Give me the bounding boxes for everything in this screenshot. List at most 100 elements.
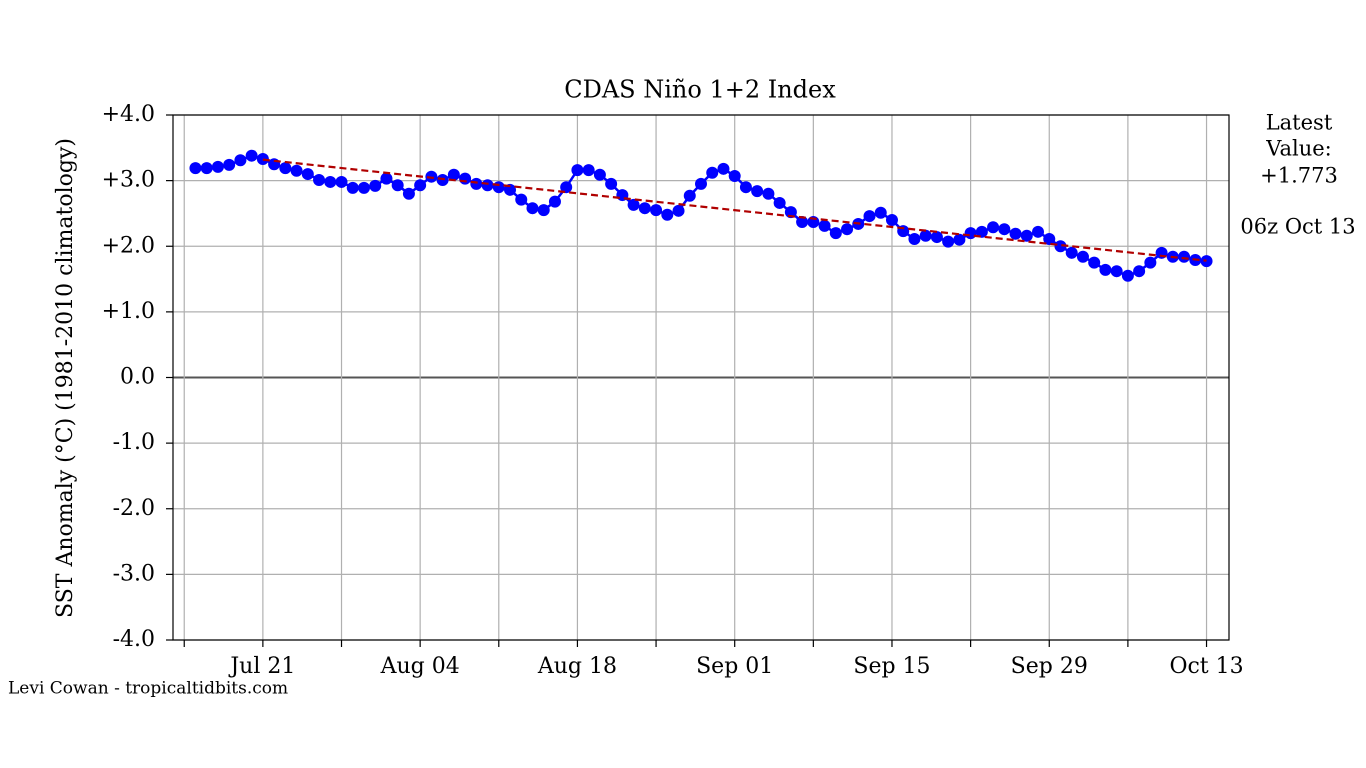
- data-point: [1076, 250, 1089, 263]
- data-point: [211, 160, 224, 173]
- data-point: [380, 172, 393, 185]
- data-point: [346, 181, 359, 194]
- data-point: [492, 181, 505, 194]
- data-point: [784, 206, 797, 219]
- data-point: [548, 195, 561, 208]
- data-point: [189, 162, 202, 175]
- data-point: [695, 177, 707, 190]
- data-point: [324, 175, 337, 188]
- data-point: [301, 168, 314, 181]
- data-point: [526, 202, 539, 215]
- data-point: [964, 227, 977, 240]
- data-point: [1020, 229, 1033, 242]
- y-axis-label: SST Anomaly (°C) (1981-2010 climatology): [53, 138, 78, 618]
- data-point: [874, 206, 887, 219]
- x-tick-label: Sep 29: [1011, 654, 1088, 679]
- x-tick-label: Aug 04: [380, 654, 460, 679]
- data-point: [1009, 227, 1022, 240]
- data-point: [1054, 240, 1067, 253]
- data-point: [537, 204, 550, 217]
- data-point: [627, 198, 640, 211]
- data-point: [930, 231, 943, 244]
- plot-frame: [172, 114, 1230, 641]
- data-point: [739, 181, 752, 194]
- data-point: [987, 221, 1000, 234]
- data-point: [728, 170, 741, 183]
- data-point: [1200, 255, 1213, 268]
- data-point: [223, 158, 236, 171]
- data-point: [661, 208, 674, 221]
- data-point: [1178, 250, 1191, 263]
- data-point: [402, 187, 415, 200]
- data-point: [672, 204, 685, 217]
- data-point: [751, 185, 764, 198]
- annotation: 06z Oct 13: [1240, 215, 1355, 239]
- y-tick-label: -2.0: [113, 496, 155, 521]
- y-tick-label: -4.0: [113, 627, 155, 652]
- y-tick-label: +3.0: [102, 168, 155, 193]
- data-point: [818, 219, 831, 232]
- data-point: [369, 179, 382, 192]
- data-point: [829, 227, 842, 240]
- data-point: [1121, 269, 1134, 282]
- data-point: [1099, 263, 1112, 276]
- data-point: [638, 202, 651, 215]
- data-point: [414, 179, 427, 192]
- data-point: [975, 225, 988, 238]
- data-point: [245, 149, 258, 162]
- data-point: [762, 187, 775, 200]
- data-point: [841, 223, 854, 236]
- data-point: [447, 168, 460, 181]
- data-point: [1110, 265, 1123, 278]
- data-point: [885, 214, 898, 226]
- y-tick-label: 0.0: [120, 365, 155, 390]
- data-point: [998, 223, 1011, 236]
- chart-title: CDAS Niño 1+2 Index: [564, 76, 836, 104]
- data-point: [1043, 233, 1056, 246]
- data-point: [919, 229, 932, 242]
- data-point: [290, 164, 303, 177]
- data-point: [560, 181, 573, 194]
- y-tick-label: +1.0: [102, 299, 155, 324]
- data-point: [706, 166, 719, 179]
- data-point: [593, 168, 606, 181]
- data-point: [1065, 246, 1078, 259]
- data-point: [1144, 256, 1157, 269]
- data-point: [1032, 225, 1045, 238]
- annotation: Latest: [1266, 111, 1333, 135]
- data-point: [515, 193, 528, 206]
- data-point: [234, 154, 247, 167]
- annotation: Value:: [1265, 137, 1332, 161]
- data-point: [1133, 265, 1146, 278]
- data-point: [796, 215, 809, 228]
- x-tick-label: Sep 01: [696, 654, 773, 679]
- x-tick-label: Oct 13: [1169, 654, 1243, 679]
- data-point: [313, 173, 326, 186]
- data-point: [908, 233, 921, 246]
- data-point: [605, 177, 618, 190]
- data-point: [279, 162, 292, 175]
- data-point: [582, 164, 595, 177]
- annotation: +1.773: [1260, 164, 1338, 188]
- credit: Levi Cowan - tropicaltidbits.com: [8, 679, 288, 699]
- data-point: [650, 204, 663, 217]
- data-point: [863, 210, 876, 223]
- data-point: [391, 179, 404, 192]
- y-tick-label: +4.0: [102, 102, 155, 127]
- data-point: [942, 235, 955, 248]
- data-point: [773, 196, 786, 209]
- data-point: [481, 179, 494, 192]
- data-point: [335, 175, 348, 188]
- series-line: [195, 154, 1207, 278]
- y-tick-label: -1.0: [113, 430, 155, 455]
- data-point: [717, 162, 730, 175]
- data-point: [459, 172, 472, 185]
- x-tick-label: Jul 21: [228, 654, 295, 679]
- data-point: [571, 164, 584, 177]
- x-tick-label: Aug 18: [537, 654, 617, 679]
- x-tick-label: Sep 15: [853, 654, 930, 679]
- data-point: [470, 177, 483, 190]
- y-tick-label: -3.0: [113, 561, 155, 586]
